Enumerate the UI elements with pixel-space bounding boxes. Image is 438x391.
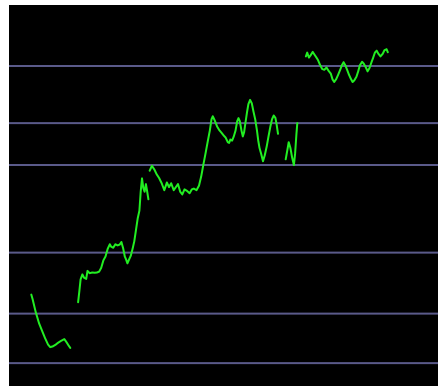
gridlines (9, 64, 438, 365)
series-line-segment-4 (284, 122, 299, 166)
series-line-segment-1 (30, 293, 72, 349)
series-line-segment-3 (148, 98, 279, 196)
series-line-segment-2 (77, 177, 150, 304)
line-chart (9, 48, 438, 365)
plot-area (9, 5, 438, 386)
series-line-segment-5 (304, 48, 389, 83)
series-layer (30, 48, 389, 349)
